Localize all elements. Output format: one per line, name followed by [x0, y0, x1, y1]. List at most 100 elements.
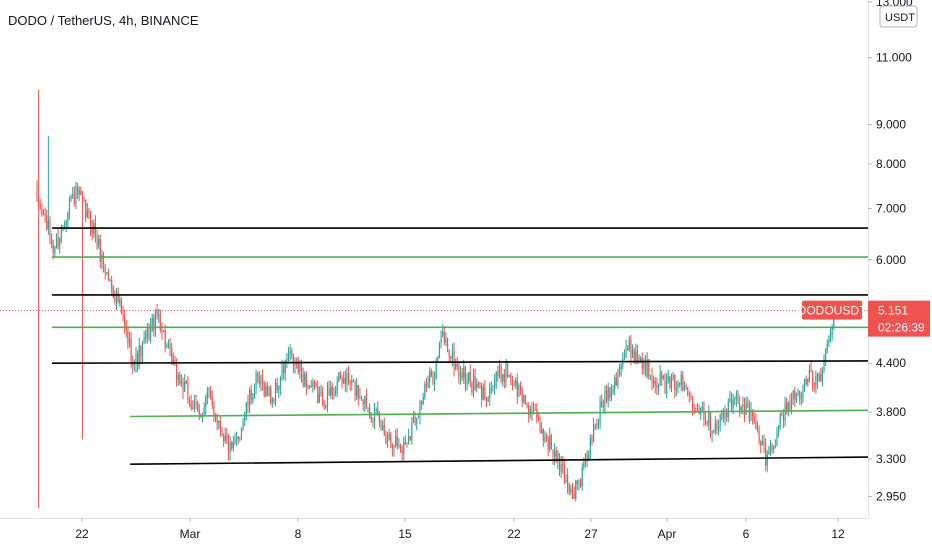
candle-body — [782, 413, 785, 420]
candle-body — [197, 403, 199, 411]
candle-body — [562, 463, 564, 466]
candle-body — [253, 388, 256, 398]
candle-body — [635, 351, 637, 363]
candle-body — [474, 375, 476, 389]
candle-body — [575, 480, 577, 499]
price-tick-label: 13.000 — [876, 0, 913, 9]
candle-body — [612, 389, 614, 392]
candle-body — [485, 398, 488, 402]
candle-body — [386, 440, 389, 444]
candle-body — [594, 424, 596, 426]
candle-body — [821, 369, 823, 382]
candle-body — [815, 375, 817, 387]
candle-body — [451, 350, 453, 359]
candle-body — [388, 434, 390, 441]
candle-body — [75, 186, 77, 204]
candle-body — [526, 404, 528, 406]
time-axis[interactable]: 22 Mar 8 15 22 27 Apr 6 12 — [0, 518, 868, 550]
candle-body — [683, 385, 686, 390]
candle-body — [433, 379, 436, 384]
candle-body — [739, 403, 741, 410]
candle-body — [99, 238, 101, 262]
candle-body — [494, 381, 496, 388]
candle-body — [416, 418, 418, 424]
candle-body — [768, 452, 770, 455]
candle-body — [515, 380, 517, 386]
candle-body — [756, 429, 759, 431]
candle-body — [825, 350, 827, 361]
candle-body — [411, 422, 413, 440]
candle-body — [459, 372, 462, 377]
candle-body — [773, 445, 775, 450]
candle-body — [565, 476, 567, 482]
candle-body — [213, 405, 215, 415]
candle-body — [463, 367, 465, 379]
candle-body — [651, 375, 653, 384]
candle-body — [287, 354, 290, 359]
candle-body — [722, 412, 724, 419]
candle-body — [511, 379, 514, 386]
candle-body — [206, 391, 208, 397]
candle-body — [326, 387, 329, 406]
candle-body — [584, 454, 587, 463]
candle-body — [484, 387, 486, 399]
candle-body — [403, 441, 405, 454]
candle-body — [563, 465, 565, 482]
candle-body — [424, 383, 426, 398]
candle-body — [630, 339, 632, 359]
candle-body — [568, 486, 570, 493]
candles — [36, 89, 836, 508]
candle-body — [83, 198, 85, 201]
candle-body — [325, 405, 327, 408]
price-tick-label: 2.950 — [876, 490, 906, 504]
countdown-label: 02:26:39 — [878, 321, 925, 335]
candle-body — [109, 280, 111, 281]
candle-body — [169, 343, 171, 348]
candle-body — [250, 389, 252, 401]
candle-body — [124, 315, 126, 326]
candle-body — [330, 386, 332, 396]
candle-body — [430, 371, 432, 377]
candle-body — [333, 394, 335, 396]
candle-body — [468, 372, 470, 382]
candle-body — [236, 436, 238, 440]
unit-box[interactable] — [879, 5, 918, 28]
candle-body — [544, 436, 546, 441]
candle-body — [153, 318, 155, 331]
candle-body — [274, 383, 277, 402]
candle-body — [614, 377, 616, 390]
candle-body — [257, 373, 259, 377]
candle-body — [597, 423, 600, 426]
candle-body — [549, 435, 551, 450]
candle-body — [552, 449, 554, 457]
candle-body — [786, 402, 788, 412]
candle-body — [111, 280, 113, 289]
candle-body — [732, 399, 734, 408]
candle-body — [448, 350, 450, 357]
candle-body — [800, 397, 802, 399]
candle-body — [115, 292, 118, 302]
candle-body — [205, 396, 207, 407]
candle-body — [787, 402, 789, 412]
candle-body — [541, 429, 543, 434]
candle-body — [292, 354, 294, 366]
candle-body — [167, 343, 170, 347]
price-axis[interactable]: 13.000 11.000 9.000 8.000 7.000 6.000 4.400 3.8… — [868, 0, 932, 550]
candle-body — [122, 312, 124, 316]
candle-body — [323, 405, 325, 408]
candle-body — [59, 239, 61, 247]
candle-body — [487, 398, 489, 402]
candle-body — [263, 382, 265, 397]
candle-body — [244, 416, 246, 422]
candle-body — [88, 210, 90, 213]
candle-body — [357, 385, 359, 398]
candle-body — [706, 422, 708, 424]
candle-body — [211, 396, 213, 406]
candle-body — [294, 362, 296, 366]
candle-body — [674, 374, 676, 390]
candle-body — [623, 357, 625, 360]
candle-body — [161, 329, 163, 332]
candle-body — [688, 394, 690, 396]
candle-body — [260, 377, 262, 384]
last-price-label: 5.151 — [878, 304, 908, 318]
